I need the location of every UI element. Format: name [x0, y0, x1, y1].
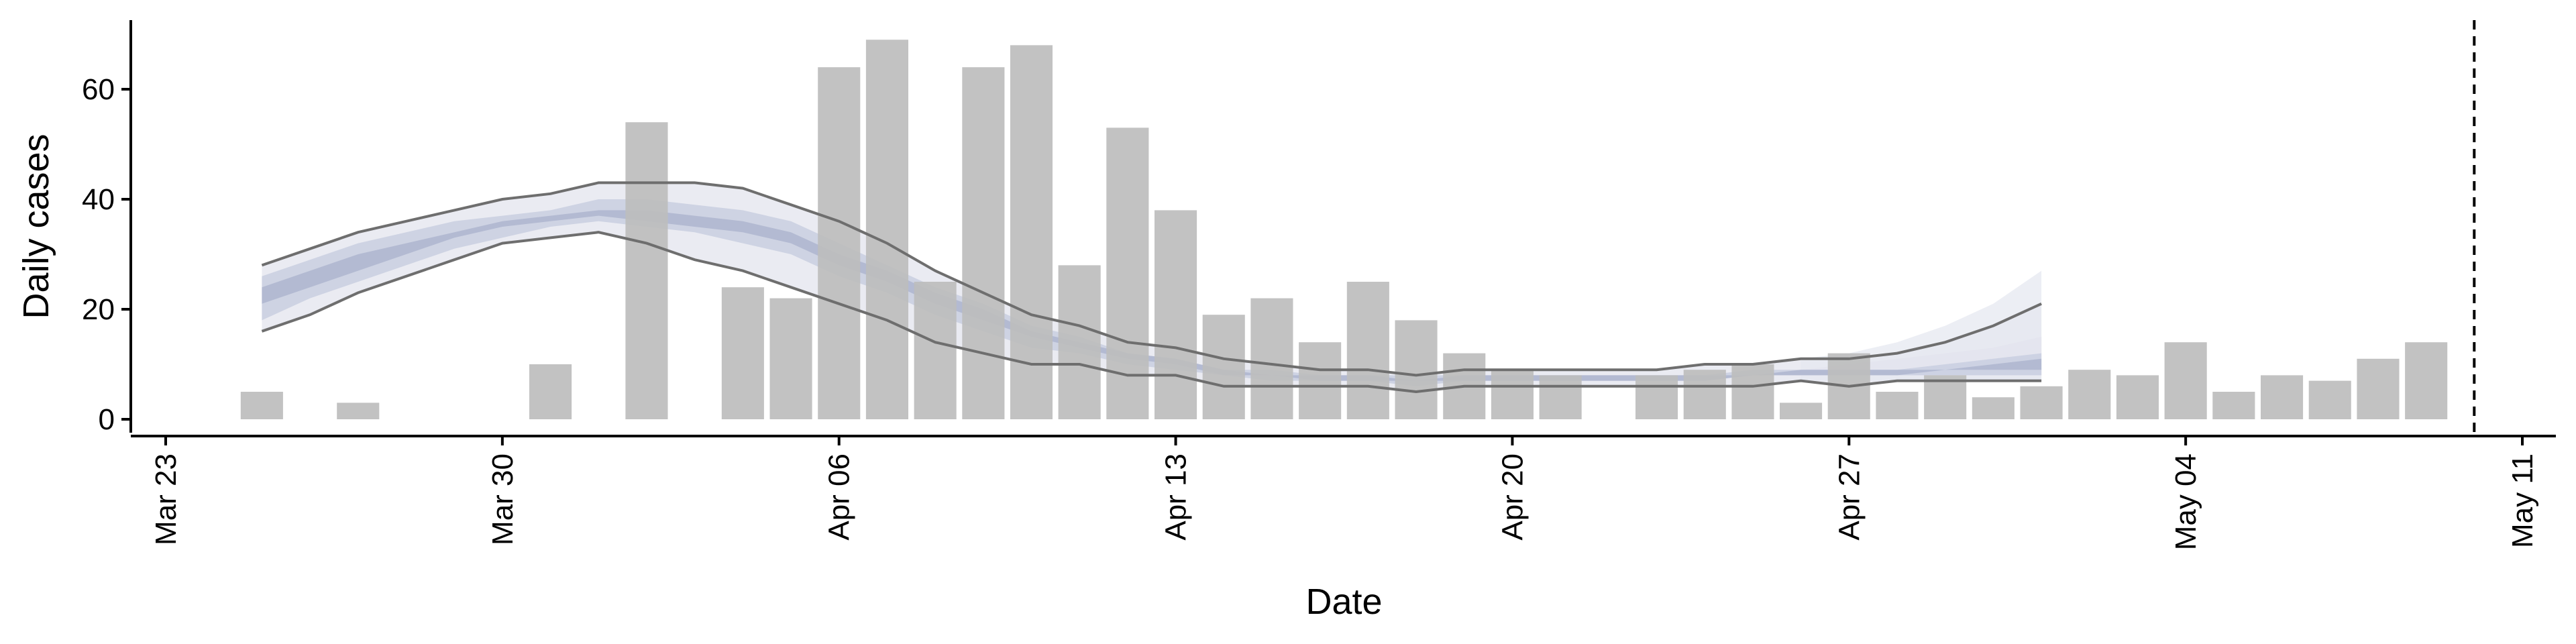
y-tick-label: 40	[82, 183, 115, 216]
band-outline-lines	[261, 181, 2042, 394]
x-tick-label: Apr 27	[1833, 453, 1866, 541]
y-tick-label: 20	[82, 293, 115, 326]
bar	[1539, 375, 1582, 419]
y-tick-label: 0	[99, 403, 115, 436]
bar	[2405, 342, 2448, 419]
bar	[1924, 375, 1967, 419]
bar	[962, 67, 1005, 419]
bar	[1491, 370, 1534, 419]
x-tick-label: Apr 13	[1160, 453, 1193, 541]
x-tick-label: Apr 20	[1496, 453, 1529, 541]
bar	[2308, 380, 2351, 419]
bar	[865, 40, 908, 419]
bar	[818, 67, 861, 419]
x-tick-label: May 04	[2169, 453, 2202, 550]
bar	[1731, 364, 1774, 419]
bar	[2068, 370, 2111, 419]
bar	[625, 122, 668, 419]
bar	[1202, 315, 1245, 419]
bar	[337, 402, 380, 419]
bar	[2357, 358, 2400, 419]
bar	[1155, 210, 1197, 419]
x-axis-title: Date	[1305, 582, 1382, 622]
x-tick-label: Apr 06	[823, 453, 856, 541]
bar	[1058, 265, 1101, 419]
y-tick-label: 60	[82, 73, 115, 106]
bar	[529, 364, 572, 419]
bar	[1250, 298, 1293, 419]
bar	[2261, 375, 2304, 419]
bar	[2212, 392, 2255, 419]
bar	[721, 287, 764, 419]
upper-line	[261, 181, 2042, 377]
lower-line	[261, 231, 2042, 394]
uncertainty-bands	[262, 182, 2042, 392]
x-tick-label: Mar 23	[150, 453, 182, 545]
bar	[1010, 45, 1053, 419]
bar	[1683, 370, 1726, 419]
bar	[914, 282, 957, 419]
bar	[769, 298, 812, 419]
bar	[1635, 375, 1678, 419]
x-tick-label: Mar 30	[486, 453, 519, 545]
bar	[1395, 320, 1438, 419]
bar	[1876, 392, 1919, 419]
bar	[1972, 397, 2015, 419]
bar	[1346, 282, 1389, 419]
x-tick-label: May 11	[2506, 453, 2539, 548]
bar	[1299, 342, 1342, 419]
bar	[1780, 402, 1823, 419]
axes: 0 20 40 60 Mar 23 Mar 30 Apr 06 Apr 13 Apr 20 Apr…	[82, 20, 2556, 550]
bar	[240, 392, 283, 419]
bar	[2116, 375, 2159, 419]
bar	[2020, 386, 2063, 419]
bar	[2164, 342, 2207, 419]
y-axis-title: Daily cases	[16, 133, 56, 319]
